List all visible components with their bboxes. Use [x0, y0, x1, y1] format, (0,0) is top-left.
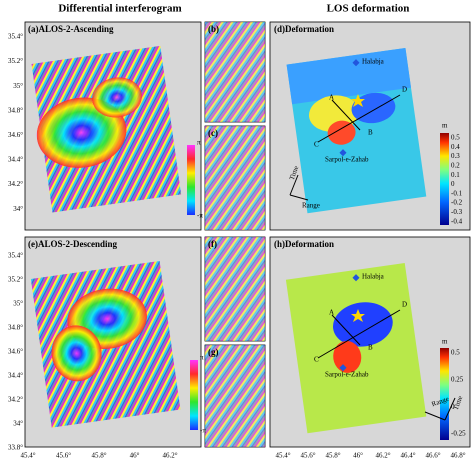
profile-point: A [329, 94, 334, 102]
colorbar-label: π [197, 139, 201, 147]
colorbar-label: -π [200, 427, 206, 435]
panel-label: (d)Deformation [274, 24, 334, 34]
colorbar-tick: 0.5 [451, 349, 460, 357]
place-name: Halabja [362, 273, 385, 281]
place-name: Sarpol-e-Zahab [325, 371, 369, 379]
lon-tick-label: 46° [353, 452, 363, 460]
colorbar-tick: -0.1 [451, 189, 463, 197]
colorbar-tick: 0.4 [451, 143, 460, 151]
lon-tick-label: 46.8° [450, 452, 465, 460]
place-name: Sarpol-e-Zahab [325, 156, 369, 164]
profile-point: C [314, 141, 319, 149]
lat-tick-label: 35° [13, 82, 23, 90]
lat-tick-label: 35.2° [8, 276, 23, 284]
profile-point: B [368, 129, 373, 137]
map-content [30, 22, 456, 447]
lat-tick-label: 34.8° [8, 106, 23, 114]
lon-tick-label: 45.8° [325, 452, 340, 460]
panel-label: (c) [208, 128, 218, 138]
lon-tick-label: 46.2° [162, 452, 177, 460]
lon-tick-label: 46.6° [425, 452, 440, 460]
profile-point: D [402, 301, 407, 309]
profile-point: D [402, 86, 407, 94]
lon-tick-label: 46° [130, 452, 140, 460]
panel-label: (b) [208, 24, 219, 34]
lon-tick-label: 45.6° [300, 452, 315, 460]
lat-tick-label: 34° [13, 420, 23, 428]
colorbar-tick: 0.1 [451, 171, 460, 179]
lat-tick-label: 34.8° [8, 324, 23, 332]
profile-point: B [368, 344, 373, 352]
lat-tick-label: 34.6° [8, 348, 23, 356]
colorbar-tick: 0.5 [451, 134, 460, 142]
lat-tick-label: 35.4° [8, 33, 23, 41]
lon-tick-label: 45.8° [91, 452, 106, 460]
profile-point: C [314, 356, 319, 364]
lat-tick-label: 34.4° [8, 156, 23, 164]
lon-tick-label: 45.4° [275, 452, 290, 460]
lon-tick-label: 45.6° [56, 452, 71, 460]
arrow-label: Range [302, 202, 320, 210]
lat-tick-label: 34.6° [8, 131, 23, 139]
lat-tick-label: 33.8° [8, 444, 23, 452]
colorbar-unit: m [442, 338, 448, 346]
lat-tick-label: 35.4° [8, 252, 23, 260]
colorbar-tick: 0 [451, 180, 455, 188]
title: LOS deformation [327, 3, 410, 15]
colorbar-label: π [200, 354, 204, 362]
panel-label: (f) [208, 239, 217, 249]
colorbar-tick: 0.25 [451, 376, 464, 384]
lon-tick-label: 45.4° [20, 452, 35, 460]
place-name: Halabja [362, 58, 385, 66]
colorbar-unit: m [442, 122, 448, 130]
colorbar-tick: 0 [451, 403, 455, 411]
profile-point: A [329, 309, 334, 317]
colorbar-tick: 0.3 [451, 152, 460, 160]
colorbar-tick: -0.3 [451, 208, 463, 216]
lat-tick-label: 34.4° [8, 372, 23, 380]
colorbar-tick: -0.2 [451, 199, 463, 207]
panel-label: (e)ALOS-2-Descending [28, 239, 117, 249]
lat-tick-label: 34° [13, 205, 23, 213]
panel-label: (g) [208, 347, 219, 357]
colorbar-label: -π [197, 212, 203, 220]
lat-tick-label: 35° [13, 300, 23, 308]
colorbar-tick: 0.2 [451, 162, 460, 170]
lat-tick-label: 34.2° [8, 180, 23, 188]
colorbar-tick: -0.25 [451, 430, 466, 438]
panel-label: (a)ALOS-2-Ascending [28, 24, 114, 34]
colorbar-tick: -0.4 [451, 217, 463, 225]
title: Differential interferogram [58, 3, 181, 15]
lat-tick-label: 34.2° [8, 396, 23, 404]
panel-label: (h)Deformation [274, 239, 334, 249]
lat-tick-label: 35.2° [8, 57, 23, 65]
lon-tick-label: 46.2° [375, 452, 390, 460]
lon-tick-label: 46.4° [400, 452, 415, 460]
